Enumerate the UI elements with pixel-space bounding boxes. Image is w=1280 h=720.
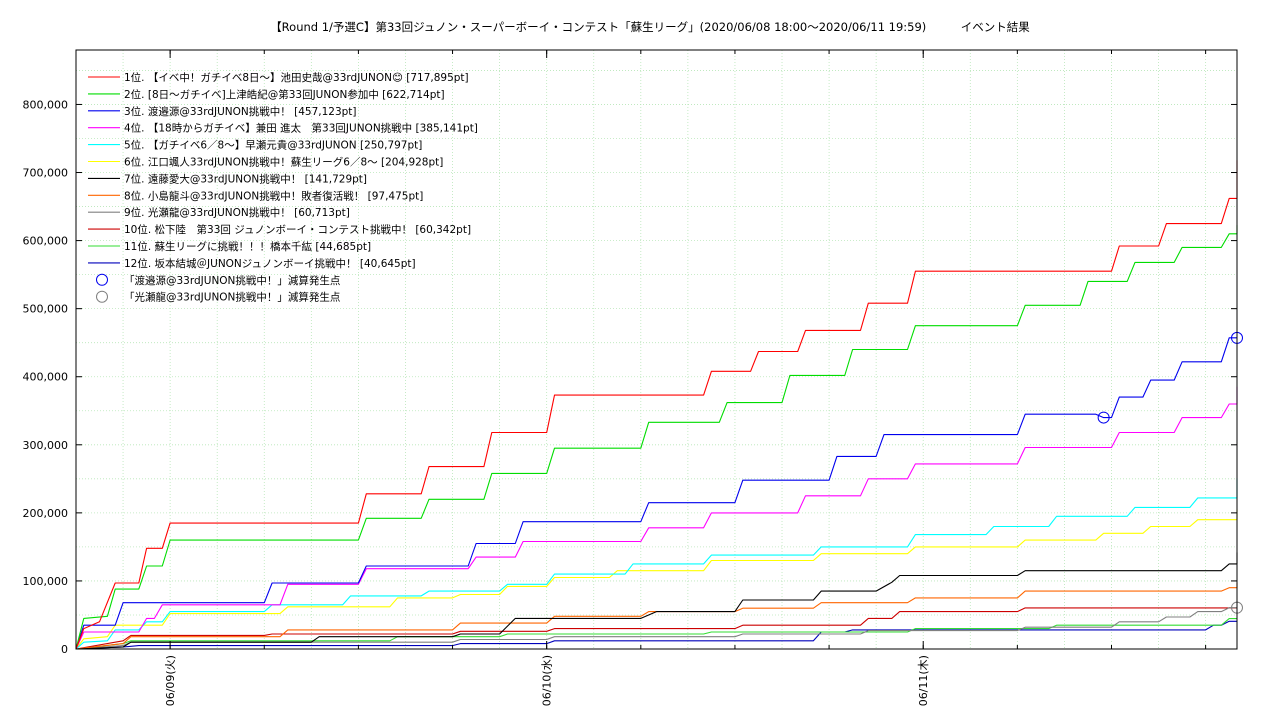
y-tick-label: 100,000 [23, 575, 69, 588]
series-line-1 [75, 160, 1238, 650]
y-tick-label: 600,000 [23, 235, 69, 248]
x-tick-label: 06/11(木) [917, 655, 930, 706]
series-line-7 [75, 552, 1238, 650]
deduction-marker-1 [1097, 411, 1110, 424]
series-line-5 [75, 478, 1238, 650]
y-tick-label: 700,000 [23, 167, 69, 180]
x-tick-label: 06/10(水) [541, 655, 554, 706]
legend-label: 1位. 【イベ中！ガチイベ8日〜】池田史哉@33rdJUNON😊 [717,89… [124, 71, 469, 84]
plot-area-frame [75, 49, 1238, 650]
y-tick-label: 400,000 [23, 371, 69, 384]
legend-label: 7位. 遠藤愛大@33rdJUNON挑戦中！ [141,729pt] [124, 172, 367, 185]
legend-label: 4位. 【18時からガチイベ】兼田 進太 第33回JUNON挑戦中 [385,1… [124, 122, 478, 135]
legend-label: 「光瀬龍@33rdJUNON挑戦中！」減算発生点 [124, 291, 340, 304]
legend-label: 2位. [8日〜ガチイベ]上津皓紀@第33回JUNON参加中 [622,714p… [124, 88, 445, 101]
series-line-2 [75, 225, 1238, 650]
y-tick-label: 800,000 [23, 98, 69, 111]
legend-label: 3位. 渡邉源@33rdJUNON挑戦中！ [457,123pt] [124, 105, 357, 118]
y-tick-label: 500,000 [23, 303, 69, 316]
legend-label: 5位. 【ガチイベ6／8〜】早瀬元貴@33rdJUNON [250,797pt] [124, 139, 422, 152]
legend-marker-swatch [96, 290, 108, 303]
legend: 1位. 【イベ中！ガチイベ8日〜】池田史哉@33rdJUNON😊 [717,89… [88, 71, 478, 304]
series-line-8 [75, 582, 1238, 650]
series-lines [75, 160, 1238, 650]
axes: 0 100,000 200,000 300,000 400,000 500,000 600,… [23, 50, 1237, 706]
y-tick-label: 200,000 [23, 507, 69, 520]
y-tick-label: 0 [61, 643, 68, 656]
series-line-10 [75, 607, 1237, 650]
legend-marker-swatch [96, 273, 108, 286]
legend-label: 12位. 坂本結城＠JUNONジュノンボーイ挑戦中！ [40,645pt] [124, 257, 416, 270]
legend-label: 「渡邉源@33rdJUNON挑戦中！」減算発生点 [124, 274, 340, 287]
series-line-11 [75, 618, 1237, 650]
series-line-9 [75, 607, 1237, 650]
series-line-4 [75, 386, 1238, 650]
legend-label: 8位. 小島龍斗@33rdJUNON挑戦中！敗者復活戦！ [97,475pt] [124, 189, 423, 202]
legend-label: 10位. 松下陸 第33回 ジュノンボーイ・コンテスト挑戦中！ [60,342p… [124, 223, 471, 236]
x-tick-label: 06/09(火) [164, 655, 177, 706]
legend-label: 6位. 江口颯人33rdJUNON挑戦中！蘇生リーグ6／8〜 [204,928p… [124, 156, 443, 169]
grid [76, 50, 1237, 649]
chart-title: 【Round 1/予選C】第33回ジュノン・スーパーボーイ・コンテスト「蘇生リー… [270, 20, 1030, 34]
series-line-3 [75, 337, 1237, 650]
legend-label: 11位. 蘇生リーグに挑戦！！！橋本千紘 [44,685pt] [124, 240, 371, 253]
legend-label: 9位. 光瀬龍@33rdJUNON挑戦中！ [60,713pt] [124, 206, 350, 219]
y-tick-label: 300,000 [23, 439, 69, 452]
